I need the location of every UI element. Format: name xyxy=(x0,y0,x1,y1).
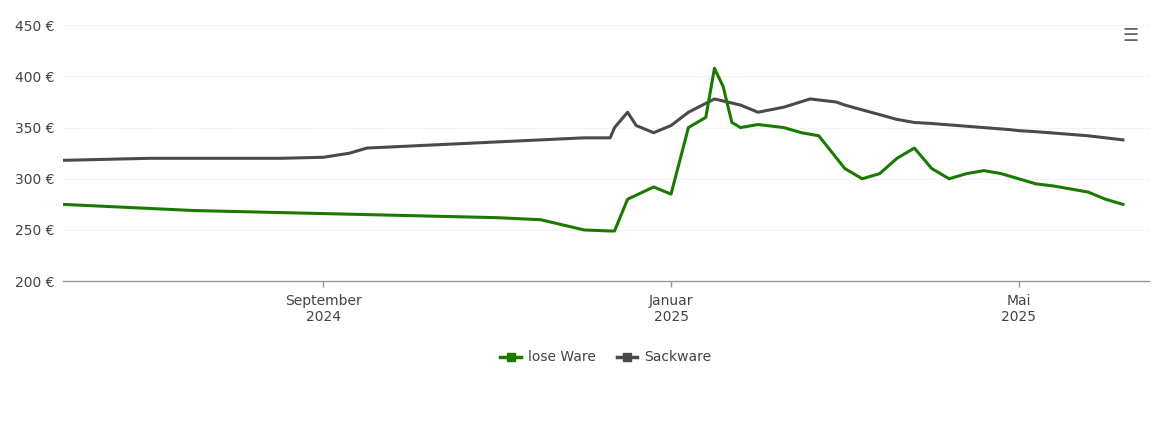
Legend: lose Ware, Sackware: lose Ware, Sackware xyxy=(495,345,717,370)
Text: ☰: ☰ xyxy=(1122,27,1138,45)
